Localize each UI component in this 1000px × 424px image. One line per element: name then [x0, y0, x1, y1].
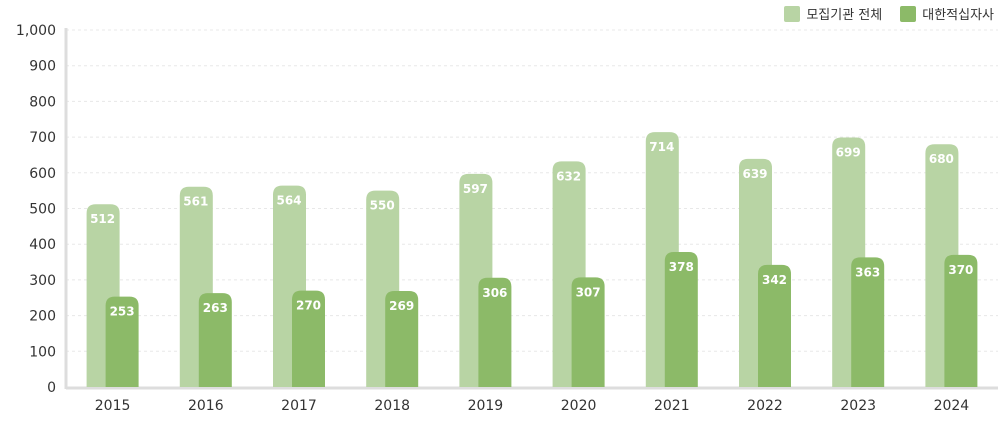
- x-tick-label: 2022: [747, 398, 783, 414]
- x-tick-label: 2019: [468, 398, 504, 414]
- bar-label-total: 714: [649, 140, 674, 154]
- bar-label-total: 512: [90, 212, 115, 226]
- legend-label-total: 모집기관 전체: [806, 8, 883, 23]
- x-tick-label: 2016: [188, 398, 224, 414]
- bar-label-redcross: 307: [576, 285, 601, 299]
- y-tick-label: 0: [47, 380, 56, 396]
- bar-redcross: [105, 296, 139, 387]
- legend-swatch-total: [784, 5, 801, 22]
- bar-redcross: [944, 254, 978, 387]
- y-tick-label: 700: [29, 130, 56, 146]
- bar-label-redcross: 263: [203, 301, 228, 315]
- y-tick-label: 500: [29, 202, 56, 218]
- legend-item-redcross: 대한적십자사: [900, 4, 994, 23]
- bar-redcross: [664, 252, 698, 387]
- legend-label-redcross: 대한적십자사: [922, 8, 994, 23]
- bar-redcross: [198, 293, 232, 387]
- x-tick-label: 2023: [840, 398, 876, 414]
- x-tick-label: 2024: [934, 398, 970, 414]
- bar-label-redcross: 370: [948, 263, 973, 277]
- bar-redcross: [385, 290, 419, 387]
- bar-label-redcross: 363: [855, 265, 880, 279]
- legend-item-total: 모집기관 전체: [784, 4, 882, 23]
- y-tick-label: 200: [29, 309, 56, 325]
- bar-label-total: 639: [742, 167, 767, 181]
- bar-label-redcross: 270: [296, 299, 321, 313]
- bar-redcross: [478, 277, 512, 387]
- bar-label-redcross: 269: [389, 299, 414, 313]
- bar-label-total: 561: [183, 195, 208, 209]
- legend: 모집기관 전체 대한적십자사: [784, 4, 994, 23]
- bar-redcross: [758, 264, 791, 387]
- bar-label-total: 699: [836, 145, 861, 159]
- bar-label-total: 632: [556, 169, 581, 183]
- bar-redcross: [571, 277, 605, 387]
- x-tick-label: 2020: [561, 398, 597, 414]
- bar-redcross: [851, 257, 885, 387]
- y-tick-label: 300: [29, 273, 56, 289]
- bar-label-total: 680: [929, 152, 954, 166]
- bar-label-total: 597: [463, 182, 488, 196]
- x-tick-label: 2021: [654, 398, 690, 414]
- bar-redcross: [292, 290, 325, 387]
- bar-label-total: 564: [276, 194, 301, 208]
- bar-label-redcross: 306: [482, 286, 507, 300]
- y-tick-label: 1,000: [16, 23, 56, 39]
- y-tick-label: 600: [29, 166, 56, 182]
- bar-label-total: 550: [370, 199, 395, 213]
- y-tick-label: 900: [29, 59, 56, 75]
- bar-label-redcross: 342: [762, 273, 787, 287]
- x-tick-label: 2018: [374, 398, 410, 414]
- y-tick-label: 400: [29, 237, 56, 253]
- bar-label-redcross: 253: [110, 305, 135, 319]
- y-tick-label: 800: [29, 94, 56, 110]
- x-tick-label: 2015: [95, 398, 131, 414]
- y-tick-label: 100: [29, 344, 56, 360]
- bar-label-redcross: 378: [669, 260, 694, 274]
- legend-swatch-redcross: [900, 5, 917, 22]
- x-tick-label: 2017: [281, 398, 317, 414]
